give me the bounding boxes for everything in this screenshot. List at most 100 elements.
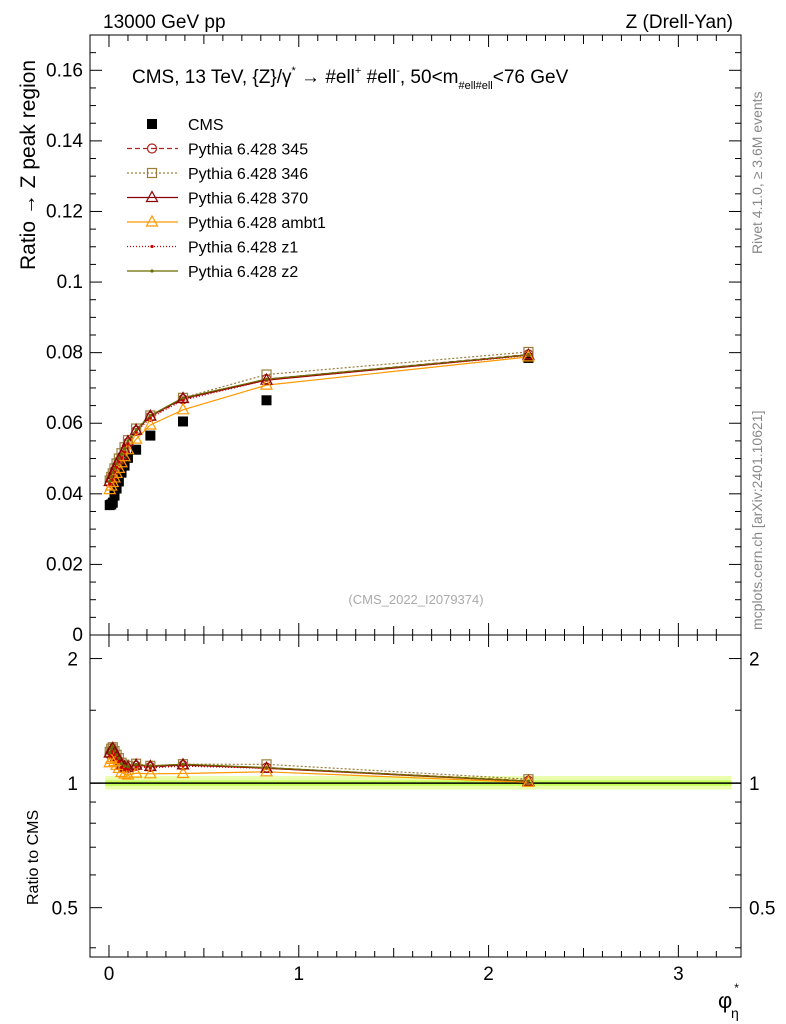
point-pythia-6-428-z1-6 xyxy=(119,456,124,460)
xtick-label: 2 xyxy=(483,964,494,985)
point-pythia-6-428-370-11 xyxy=(176,391,190,404)
point-pythia-6-428-z2-12 xyxy=(264,377,269,381)
ratio-point-pythia-6-428-z2-5 xyxy=(117,756,121,760)
legend-marker-pythia-6-428-370 xyxy=(145,190,159,203)
top-ytick-label: 0.08 xyxy=(46,343,83,364)
ratio-ytick-label: 0.5 xyxy=(52,899,78,920)
ratio-point-pythia-6-428-z2-13 xyxy=(526,779,531,783)
ratio-point-pythia-6-428-370-10 xyxy=(143,759,157,772)
point-pythia-6-428-370-6 xyxy=(114,448,129,461)
ratio-point-pythia-6-428-z2-12 xyxy=(264,766,269,770)
ratio-point-pythia-6-428-z1-7 xyxy=(122,767,127,772)
legend-marker-pythia-6-428-z1 xyxy=(150,244,154,249)
ratio-series-markers xyxy=(103,741,535,787)
point-pythia-6-428-ambt1-11 xyxy=(176,402,190,415)
point-pythia-6-428-370-13 xyxy=(521,347,535,360)
ratio-point-pythia-6-428-z2-1 xyxy=(109,747,113,751)
ratio-ytick-label-right: 1 xyxy=(749,774,760,795)
xtick-label: 0 xyxy=(104,964,115,985)
ratio-point-pythia-6-428-z1-6 xyxy=(119,765,124,770)
point-pythia-6-428-z2-5 xyxy=(117,456,121,461)
ratio-point-pythia-6-428-z1-0 xyxy=(108,754,112,758)
legend: CMS Pythia 6.428 345 Pythia 6.428 346 Pythi… xyxy=(127,117,326,281)
xtick-label: 3 xyxy=(673,964,684,985)
point-pythia-6-428-z2-13 xyxy=(526,353,531,357)
point-pythia-6-428-z2-11 xyxy=(181,396,185,400)
ratio-point-pythia-6-428-ambt1-13 xyxy=(521,775,535,787)
point-pythia-6-428-z2-6 xyxy=(119,452,124,456)
point-pythia-6-428-z2-8 xyxy=(126,439,130,443)
point-pythia-6-428-z2-4 xyxy=(114,461,119,466)
legend-label-pythia-6-428-346: Pythia 6.428 346 xyxy=(188,166,308,183)
ratio-point-pythia-6-428-z2-2 xyxy=(111,744,115,748)
top-ytick-label: 0.16 xyxy=(46,60,83,81)
point-pythia-6-428-z2-2 xyxy=(111,471,115,475)
ratio-point-pythia-6-428-ambt1-12 xyxy=(259,764,274,777)
point-pythia-6-428-370-8 xyxy=(121,434,135,447)
point-cms-10 xyxy=(145,430,156,441)
point-cms-2 xyxy=(107,497,118,508)
point-cms-11 xyxy=(178,416,188,427)
point-pythia-6-428-z2-10 xyxy=(148,413,152,418)
ratio-point-pythia-6-428-z2-6 xyxy=(119,762,124,766)
ratio-point-pythia-6-428-ambt1-6 xyxy=(114,765,129,778)
ratio-ytick-label-right: 0.5 xyxy=(749,899,775,920)
ratio-point-pythia-6-428-370-9 xyxy=(129,757,143,770)
top-ylabel: Ratio → Z peak region xyxy=(17,60,40,270)
point-pythia-6-428-z1-10 xyxy=(148,416,152,420)
legend-marker-pythia-6-428-z2 xyxy=(150,269,154,273)
point-pythia-6-428-370-12 xyxy=(259,372,274,385)
point-pythia-6-428-z2-7 xyxy=(122,447,127,451)
top-ytick-label: 0.02 xyxy=(46,554,83,575)
legend-label-pythia-6-428-370: Pythia 6.428 370 xyxy=(188,191,308,208)
line-pythia-6-428-346 xyxy=(109,351,529,481)
point-pythia-6-428-z1-7 xyxy=(122,450,127,454)
ratio-point-pythia-6-428-z2-10 xyxy=(148,764,152,768)
ratio-point-pythia-6-428-ambt1-11 xyxy=(176,766,190,779)
top-ytick-label: 0.14 xyxy=(46,131,83,152)
legend-marker-pythia-6-428-345 xyxy=(146,143,158,154)
ratio-point-pythia-6-428-ambt1-9 xyxy=(129,765,143,778)
top-ytick-label: 0.04 xyxy=(46,484,83,505)
ratio-point-pythia-6-428-z2-0 xyxy=(108,751,112,755)
axes-ticks: 0 0.02 0.04 0.06 0.08 0.1 0.12 0.14 0.16 0.5 0.5 1 1… xyxy=(46,35,775,985)
ratio-point-pythia-6-428-ambt1-8 xyxy=(121,767,135,780)
ratio-point-pythia-6-428-ambt1-7 xyxy=(118,766,132,779)
point-pythia-6-428-z1-0 xyxy=(108,482,112,486)
top-series-lines xyxy=(109,351,529,490)
analysis-watermark: (CMS_2022_I2079374) xyxy=(348,592,483,607)
top-ytick-label: 0.06 xyxy=(46,413,83,434)
ratio-uncertainty-band xyxy=(90,776,741,790)
point-pythia-6-428-z2-9 xyxy=(134,427,138,432)
ratio-point-pythia-6-428-370-11 xyxy=(176,757,190,770)
point-pythia-6-428-ambt1-13 xyxy=(521,349,535,362)
ratio-point-pythia-6-428-z1-8 xyxy=(126,767,130,771)
point-cms-13 xyxy=(523,352,534,363)
rivet-label: Rivet 4.1.0, ≥ 3.6M events xyxy=(749,91,765,254)
point-cms-3 xyxy=(109,490,120,501)
point-cms-7 xyxy=(119,460,130,471)
xtick-label: 1 xyxy=(293,964,304,985)
ratio-plot-frame xyxy=(89,634,742,958)
point-pythia-6-428-z1-8 xyxy=(126,442,130,446)
ratio-point-pythia-6-428-z2-7 xyxy=(122,764,127,768)
legend-marker-pythia-6-428-346 xyxy=(146,167,158,179)
ratio-ytick-label: 1 xyxy=(67,774,78,795)
legend-label-pythia-6-428-z1: Pythia 6.428 z1 xyxy=(188,240,298,257)
ratio-ytick-label: 2 xyxy=(67,650,78,671)
ratio-point-pythia-6-428-z2-8 xyxy=(126,765,130,769)
legend-label-pythia-6-428-z2: Pythia 6.428 z2 xyxy=(188,264,298,281)
ratio-point-pythia-6-428-370-12 xyxy=(259,761,274,773)
point-pythia-6-428-z2-3 xyxy=(112,466,117,471)
point-pythia-6-428-ambt1-12 xyxy=(259,377,274,390)
point-pythia-6-428-z2-1 xyxy=(109,475,113,479)
xlabel: φ * η xyxy=(718,981,739,1021)
ratio-ytick-label-right: 2 xyxy=(749,650,760,671)
point-cms-9 xyxy=(131,444,142,455)
legend-marker-cms xyxy=(147,119,157,129)
ratio-point-pythia-6-428-z2-9 xyxy=(134,762,138,767)
header-left: 13000 GeV pp xyxy=(103,12,226,33)
ratio-point-pythia-6-428-z1-9 xyxy=(134,765,138,769)
top-ytick-label: 0 xyxy=(72,625,83,646)
point-pythia-6-428-z1-11 xyxy=(181,398,185,402)
